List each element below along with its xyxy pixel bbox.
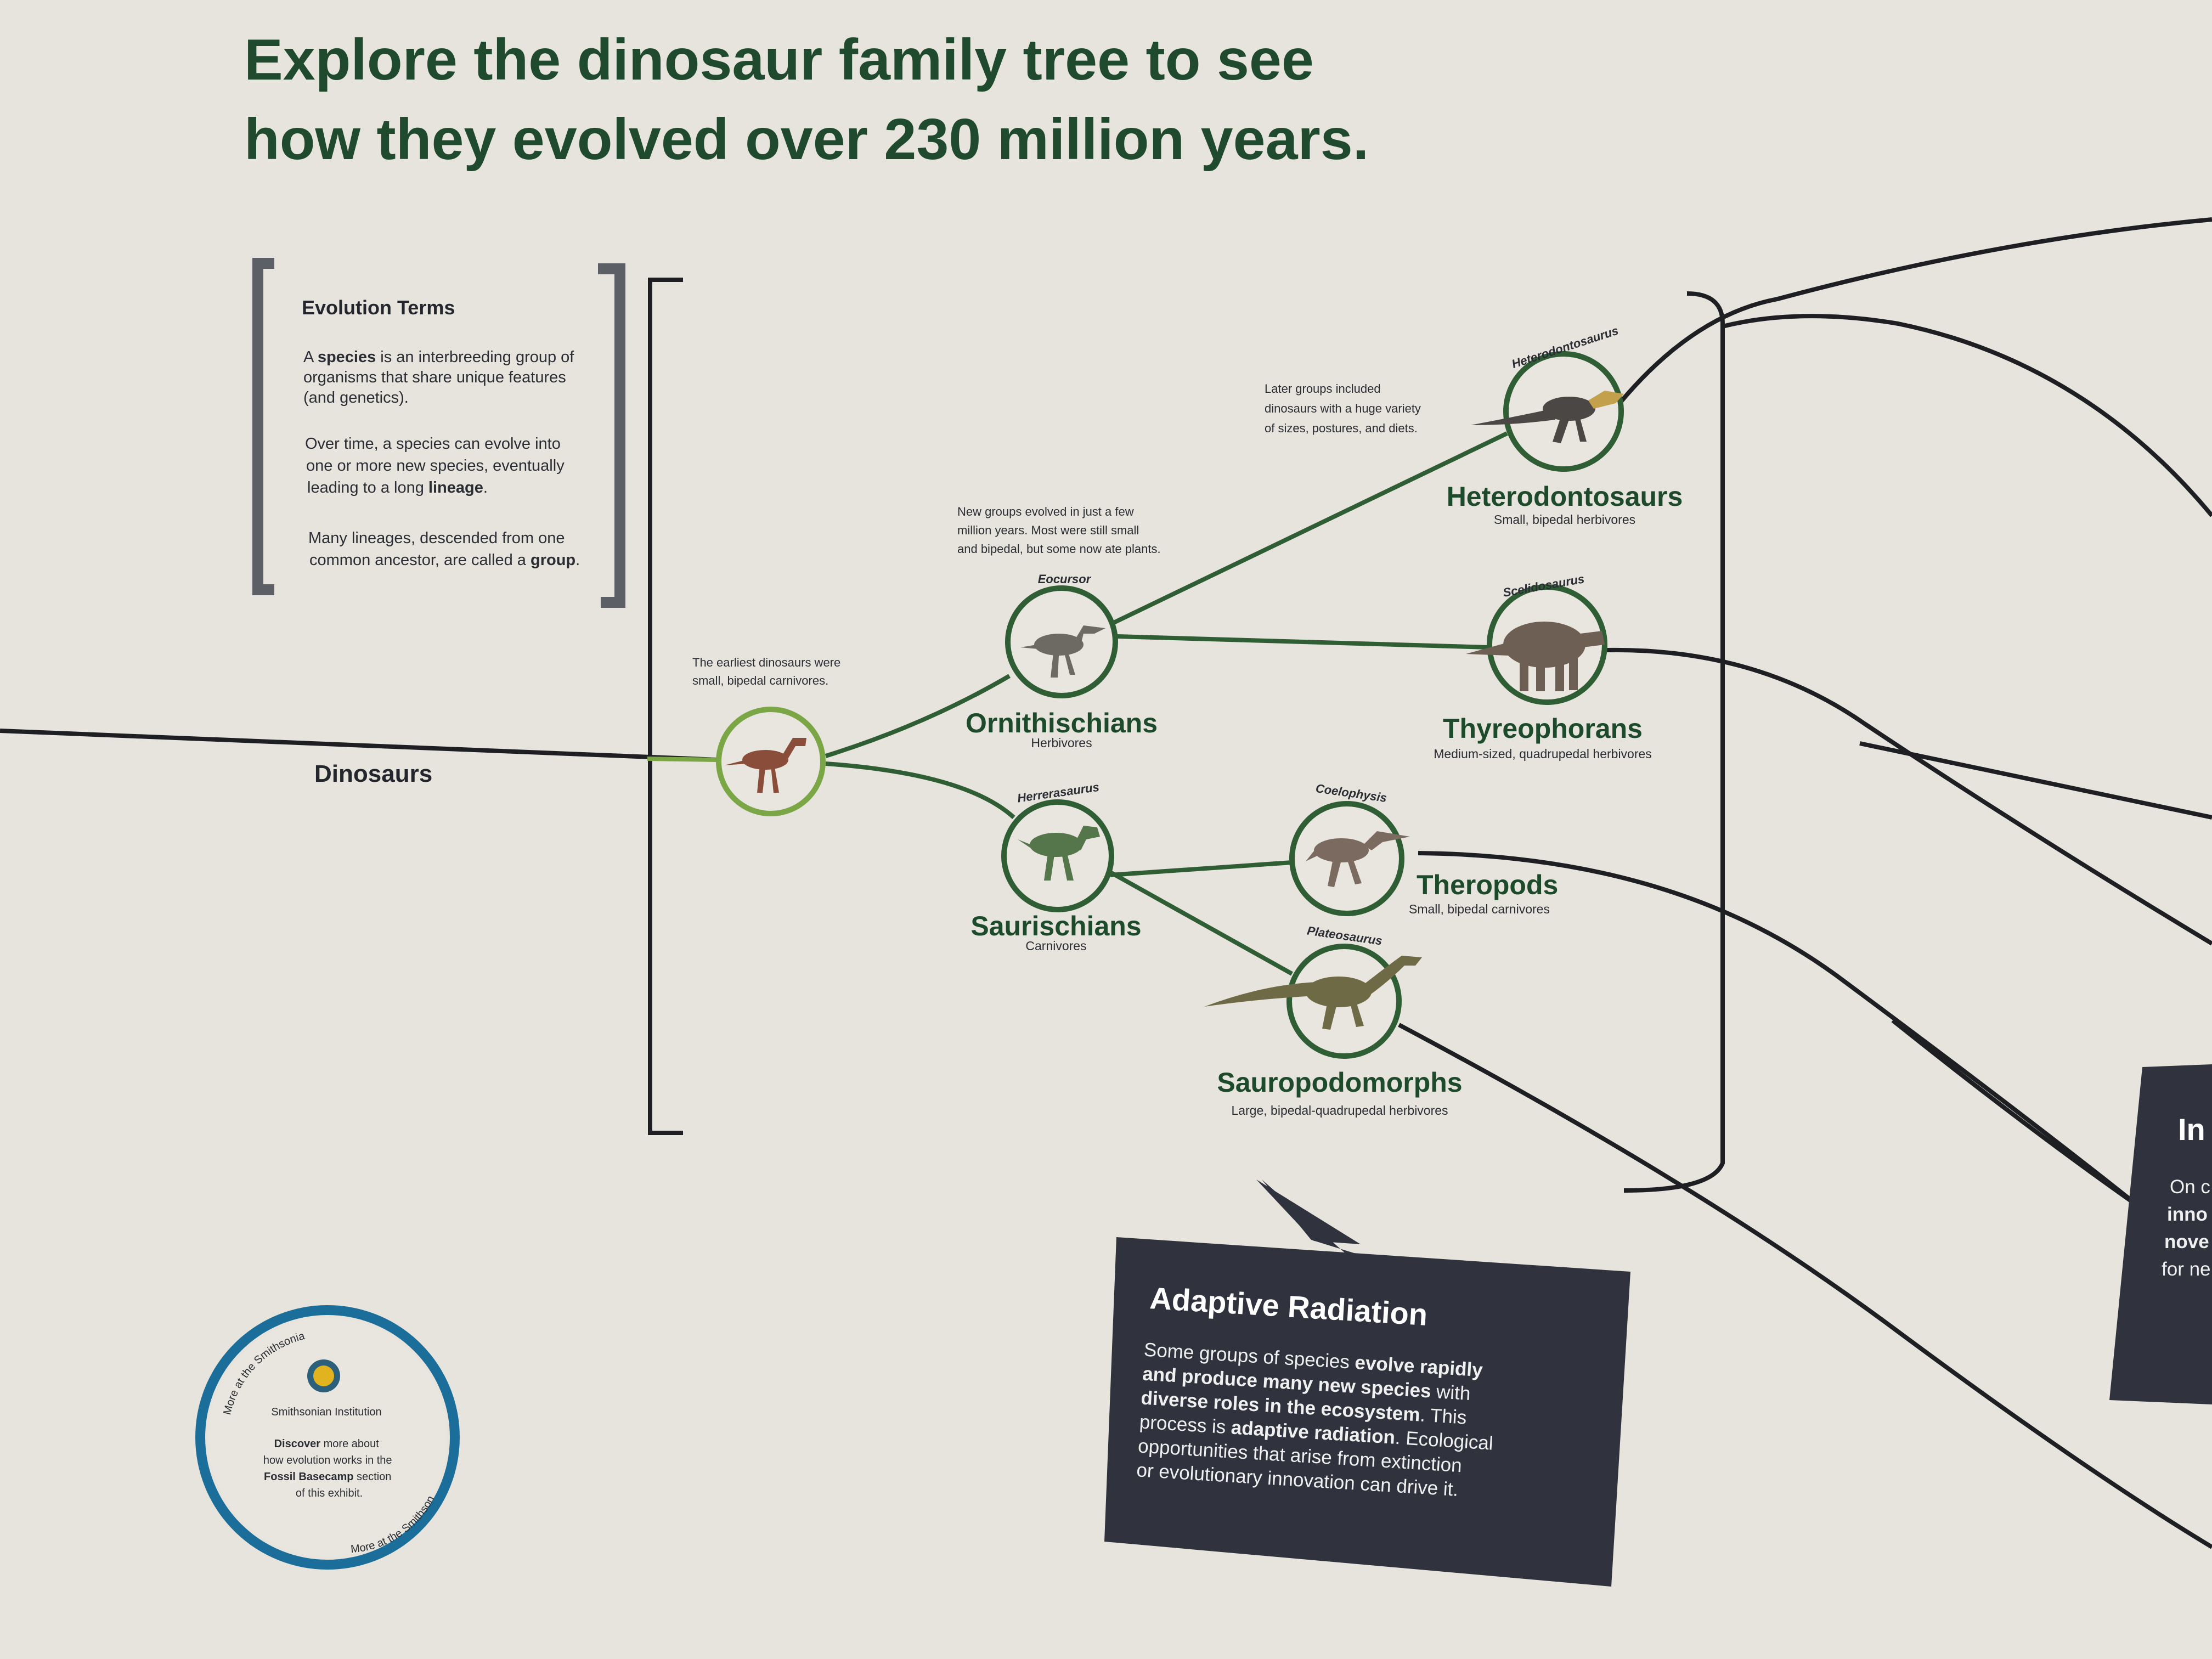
evolution-terms-heading: Evolution Terms	[302, 296, 455, 319]
panel-title-line-2: how they evolved over 230 million years.	[244, 107, 1369, 172]
innovation-panel-line-3: nove	[2164, 1231, 2209, 1252]
theropods-node: Coelophysis Theropods Small, bipedal car…	[1289, 781, 1558, 916]
dinosaurs-stem-line	[0, 729, 719, 762]
heterodontosaurs-diet: Small, bipedal herbivores	[1494, 512, 1635, 527]
theropods-label: Theropods	[1417, 870, 1558, 900]
eocursor-icon	[1020, 625, 1105, 678]
root-link-line	[647, 757, 719, 762]
smithsonian-name: Smithsonian Institution	[271, 1406, 381, 1418]
saurischians-to-sauropodomorphs	[1109, 870, 1293, 976]
later-groups-note: Later groups included dinosaurs with a hu…	[1265, 382, 1421, 435]
earliest-dinosaurs-note: The earliest dinosaurs were small, bipeda…	[692, 656, 840, 687]
sauropodomorphs-node: Plateosaurus Sauropodomorphs Large, bipe…	[1204, 924, 1463, 1118]
adaptive-radiation-callout: Adaptive Radiation Some groups of specie…	[1104, 1180, 1630, 1587]
saurischians-label: Saurischians	[970, 911, 1141, 941]
ornithischians-diet: Herbivores	[1031, 736, 1092, 750]
ornithischians-to-thyreophorans	[1117, 634, 1489, 650]
thyreophorans-label: Thyreophorans	[1443, 713, 1643, 744]
innovation-panel-line-4: for ne	[2162, 1259, 2211, 1280]
ornithischians-node: Eocursor Ornithischians Herbivores	[966, 572, 1158, 750]
saurischians-to-theropods	[1110, 860, 1293, 877]
theropod-branch-to-panel	[1891, 1018, 2141, 1209]
tree-left-bracket	[648, 278, 683, 1135]
root-to-ornithischians	[825, 674, 1011, 758]
thyreophorans-node: Scelidosaurus Thyreophorans Medium-sized…	[1434, 572, 1652, 761]
plateosaurus-icon	[1204, 956, 1422, 1030]
early-dinosaur-icon	[724, 738, 806, 793]
heterodontosaurs-node: Heterodontosaurus Heterodontosaurs Small…	[1447, 324, 1683, 527]
evolution-terms-box: Evolution Terms A species is an interbre…	[252, 258, 625, 608]
smithsonian-sun-icon	[307, 1359, 340, 1392]
ornithischians-to-heterodontosaurs	[1113, 431, 1508, 625]
thyreophoran-branch-2	[1859, 741, 2212, 820]
coelophysis-icon	[1306, 831, 1410, 887]
saurischians-diet: Carnivores	[1025, 939, 1086, 953]
heterodontosaurus-icon	[1470, 391, 1624, 443]
theropods-diet: Small, bipedal carnivores	[1409, 902, 1550, 916]
earliest-dinosaur-node	[716, 707, 826, 816]
innovation-panel-line-1: On c	[2170, 1176, 2210, 1198]
tree-branches-green	[647, 431, 1508, 976]
new-groups-note: New groups evolved in just a few million …	[957, 505, 1161, 556]
group-definition: Many lineages, descended from one common…	[308, 529, 580, 569]
herrerasaurus-icon	[1018, 826, 1100, 881]
innovation-panel-line-2: inno	[2167, 1204, 2208, 1225]
callout-box	[1104, 1237, 1630, 1587]
ornithischians-label: Ornithischians	[966, 708, 1158, 738]
heterodontosaurs-label: Heterodontosaurs	[1447, 481, 1683, 512]
heterodontosaur-branch-upper	[1611, 217, 2212, 413]
innovation-panel-partial: In On c inno nove for ne	[2109, 1064, 2212, 1404]
root-to-saurischians	[825, 761, 1015, 819]
right-bracket-icon	[598, 263, 625, 608]
sauropodomorph-branch	[1398, 1023, 2212, 1549]
theropod-branch	[1418, 851, 2141, 1209]
tree-right-bracket	[1623, 291, 1725, 1193]
sauropodomorphs-label: Sauropodomorphs	[1217, 1067, 1462, 1098]
lineage-lines	[0, 217, 2212, 1549]
innovation-panel-heading: In	[2178, 1112, 2205, 1147]
left-bracket-icon	[252, 258, 274, 595]
eocursor-genus-label: Eocursor	[1038, 572, 1092, 586]
heterodontosaur-branch-lower	[1722, 314, 2212, 517]
lineage-definition: Over time, a species can evolve into one…	[305, 435, 569, 496]
sauropodomorphs-description: Large, bipedal-quadrupedal herbivores	[1231, 1103, 1448, 1118]
dinosaurs-lineage-label: Dinosaurs	[314, 760, 432, 787]
seal-discover-text: Discover more about how evolution works …	[263, 1438, 395, 1499]
species-definition: A species is an interbreeding group of o…	[303, 348, 578, 407]
panel-title-line-1: Explore the dinosaur family tree to see	[244, 27, 1314, 92]
scelidosaurus-icon	[1466, 622, 1605, 691]
seal-arc-top-text: More at the Smithsonian!	[0, 0, 307, 1416]
thyreophoran-branch-1	[1604, 647, 2212, 946]
thyreophorans-description: Medium-sized, quadrupedal herbivores	[1434, 747, 1652, 761]
